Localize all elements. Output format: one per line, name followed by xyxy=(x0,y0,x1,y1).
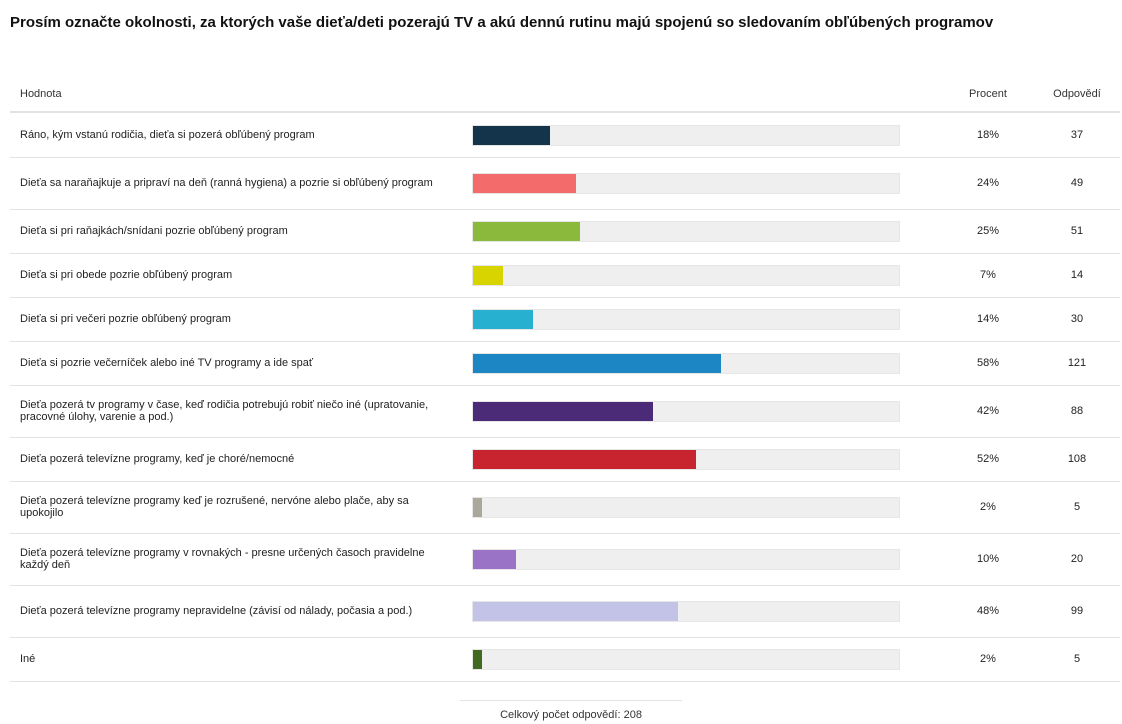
bar xyxy=(473,550,516,569)
header-count: Odpovědí xyxy=(1053,88,1101,100)
bar xyxy=(473,126,550,145)
row-label: Dieťa si pri večeri pozrie obľúbený prog… xyxy=(20,313,231,325)
row-percent: 42% xyxy=(976,405,1000,417)
results-table: Hodnota Procent Odpovědí Ráno, kým vstan… xyxy=(10,78,1120,682)
row-label: Dieťa pozerá televízne programy, keď je … xyxy=(20,453,295,465)
bar-track xyxy=(472,353,900,374)
row-percent: 2% xyxy=(980,653,996,665)
bar-track xyxy=(472,125,900,146)
row-count: 20 xyxy=(1070,553,1084,565)
row-count: 5 xyxy=(1073,653,1081,665)
row-count: 99 xyxy=(1070,605,1084,617)
table-row: Dieťa pozerá televízne programy, keď je … xyxy=(10,437,1120,482)
bar-track xyxy=(472,221,900,242)
row-percent: 14% xyxy=(976,313,1000,325)
table-row: Dieťa pozerá televízne programy v rovnak… xyxy=(10,533,1120,586)
bar xyxy=(473,498,482,517)
bar-track xyxy=(472,449,900,470)
table-row: Iné 2% 5 xyxy=(10,637,1120,682)
header-value: Hodnota xyxy=(20,88,62,100)
row-percent: 52% xyxy=(976,453,1000,465)
header-percent: Procent xyxy=(969,88,1007,100)
table-header: Hodnota Procent Odpovědí xyxy=(10,78,1120,113)
bar-track xyxy=(472,549,900,570)
bar xyxy=(473,310,533,329)
row-percent: 58% xyxy=(976,357,1000,369)
bar-track xyxy=(472,649,900,670)
row-count: 51 xyxy=(1070,225,1084,237)
chart-title: Prosím označte okolnosti, za ktorých vaš… xyxy=(10,14,994,31)
row-label: Ráno, kým vstanú rodičia, dieťa si pozer… xyxy=(20,129,315,141)
bar-track xyxy=(472,401,900,422)
table-row: Dieťa si pozrie večerníček alebo iné TV … xyxy=(10,341,1120,386)
table-row: Dieťa pozerá televízne programy nepravid… xyxy=(10,585,1120,638)
bar-track xyxy=(472,497,900,518)
footer-divider xyxy=(460,700,682,701)
row-label: Dieťa pozerá televízne programy keď je r… xyxy=(20,495,409,519)
row-percent: 48% xyxy=(976,605,1000,617)
row-count: 121 xyxy=(1067,357,1087,369)
row-count: 5 xyxy=(1073,501,1081,513)
row-percent: 7% xyxy=(980,269,996,281)
bar xyxy=(473,650,482,669)
table-row: Ráno, kým vstanú rodičia, dieťa si pozer… xyxy=(10,113,1120,158)
row-count: 30 xyxy=(1070,313,1084,325)
bar xyxy=(473,354,721,373)
table-row: Dieťa si pri večeri pozrie obľúbený prog… xyxy=(10,297,1120,342)
row-label: Dieťa sa naraňajkuje a pripraví na deň (… xyxy=(20,177,433,189)
bar xyxy=(473,602,678,621)
row-percent: 25% xyxy=(976,225,1000,237)
row-percent: 10% xyxy=(976,553,1000,565)
bar-track xyxy=(472,265,900,286)
table-row: Dieťa pozerá tv programy v čase, keď rod… xyxy=(10,385,1120,438)
row-label: Dieťa si pri obede pozrie obľúbený progr… xyxy=(20,269,233,281)
bar-track xyxy=(472,601,900,622)
bar-track xyxy=(472,173,900,194)
table-row: Dieťa si pri obede pozrie obľúbený progr… xyxy=(10,253,1120,298)
bar xyxy=(473,174,576,193)
table-row: Dieťa si pri raňajkách/snídani pozrie ob… xyxy=(10,209,1120,254)
bar xyxy=(473,450,696,469)
bar xyxy=(473,222,580,241)
row-count: 108 xyxy=(1067,453,1087,465)
row-percent: 24% xyxy=(976,177,1000,189)
row-label: Iné xyxy=(20,653,36,665)
table-row: Dieťa sa naraňajkuje a pripraví na deň (… xyxy=(10,157,1120,210)
row-percent: 18% xyxy=(976,129,1000,141)
row-label: Dieťa pozerá televízne programy nepravid… xyxy=(20,605,413,617)
row-label: Dieťa pozerá tv programy v čase, keď rod… xyxy=(20,399,429,423)
row-count: 88 xyxy=(1070,405,1084,417)
table-row: Dieťa pozerá televízne programy keď je r… xyxy=(10,481,1120,534)
total-responses: Celkový počet odpovědí: 208 xyxy=(500,709,642,721)
row-label: Dieťa pozerá televízne programy v rovnak… xyxy=(20,547,425,571)
bar-track xyxy=(472,309,900,330)
row-percent: 2% xyxy=(980,501,996,513)
row-count: 49 xyxy=(1070,177,1084,189)
row-count: 37 xyxy=(1070,129,1084,141)
row-count: 14 xyxy=(1070,269,1084,281)
bar xyxy=(473,266,503,285)
row-label: Dieťa si pri raňajkách/snídani pozrie ob… xyxy=(20,225,288,237)
bar xyxy=(473,402,653,421)
row-label: Dieťa si pozrie večerníček alebo iné TV … xyxy=(20,357,313,369)
